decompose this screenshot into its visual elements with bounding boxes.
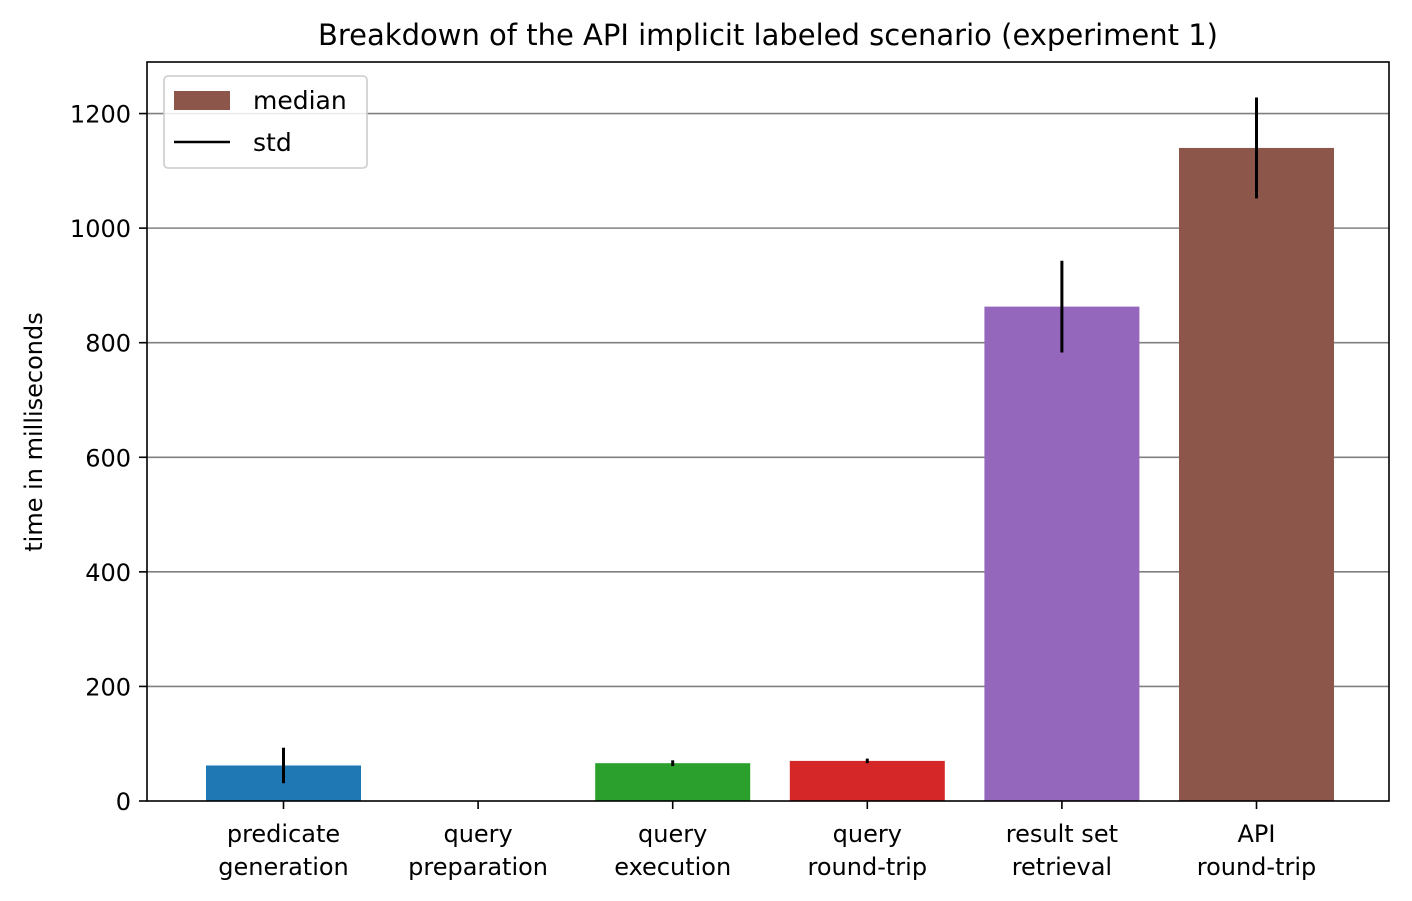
x-tick-label: query — [833, 820, 902, 848]
bar — [595, 763, 751, 801]
x-tick-label: predicate — [227, 820, 340, 848]
y-tick-label: 1200 — [70, 101, 131, 129]
x-tick-label: round-trip — [1197, 853, 1317, 881]
bar — [1179, 147, 1334, 801]
x-tick-label: execution — [614, 853, 731, 881]
bar — [984, 306, 1140, 801]
y-tick-label: 600 — [85, 444, 131, 472]
plot-frame — [146, 61, 1390, 802]
x-tick-label: preparation — [408, 853, 548, 881]
y-tick-label: 800 — [85, 330, 131, 358]
error-bars — [282, 97, 1258, 784]
gridlines — [147, 112, 1389, 688]
x-tick-label: retrieval — [1012, 853, 1112, 881]
legend-std-label: std — [253, 128, 292, 157]
chart-title: Breakdown of the API implicit labeled sc… — [318, 18, 1218, 52]
legend-median-swatch — [174, 91, 230, 110]
y-tick-label: 200 — [85, 673, 131, 701]
legend-median-label: median — [253, 86, 347, 115]
x-tick-label: query — [638, 820, 707, 848]
y-axis: 0 200 400 600 800 1000 1200 — [70, 101, 147, 816]
y-tick-label: 1000 — [70, 215, 131, 243]
y-tick-label: 400 — [85, 559, 131, 587]
x-axis: predicate generation query preparation query… — [218, 801, 1316, 881]
y-axis-label: time in milliseconds — [20, 312, 48, 552]
x-tick-label: query — [443, 820, 512, 848]
bars — [206, 147, 1334, 801]
x-tick-label: result set — [1006, 820, 1118, 848]
y-tick-label: 0 — [116, 788, 131, 816]
legend: median std — [163, 75, 368, 169]
x-tick-label: generation — [218, 853, 349, 881]
bar — [789, 760, 945, 801]
x-tick-label: API — [1238, 820, 1276, 848]
x-tick-label: round-trip — [808, 853, 928, 881]
